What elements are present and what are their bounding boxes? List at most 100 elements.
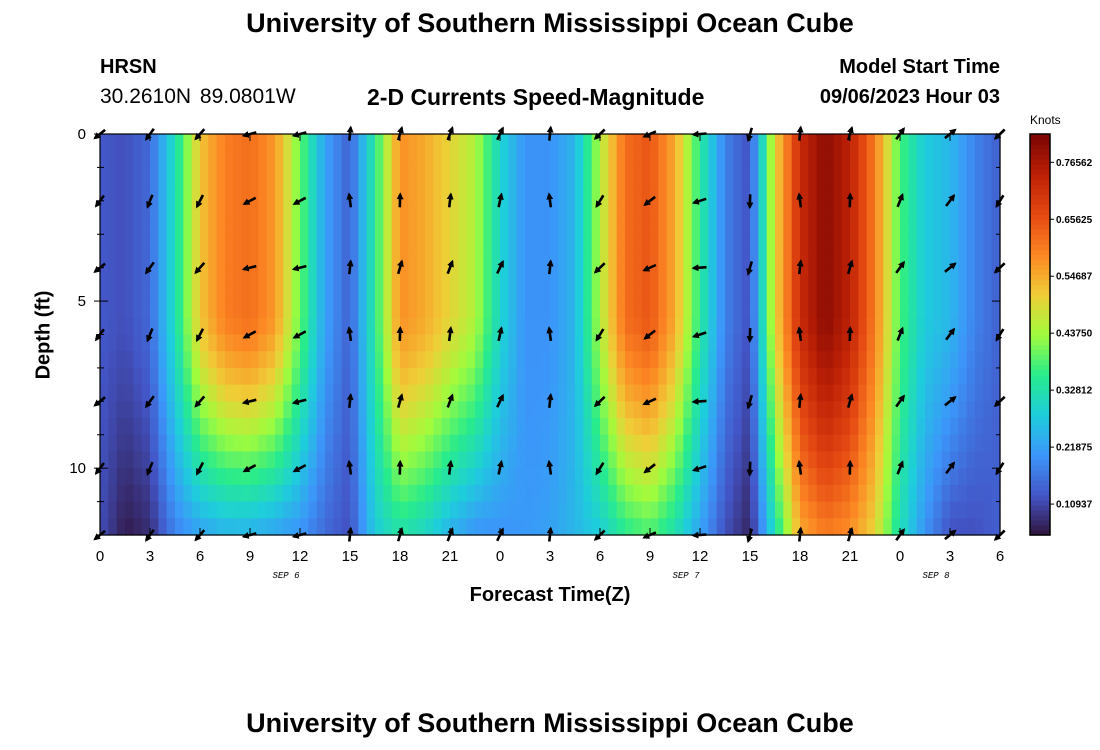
colorbar-segment — [1030, 519, 1050, 526]
heatmap-cell — [741, 418, 751, 436]
heatmap-cell — [758, 284, 768, 302]
heatmap-cell — [566, 384, 576, 402]
heatmap-cell — [591, 501, 601, 519]
heatmap-cell — [275, 284, 284, 302]
heatmap-cell — [633, 200, 643, 219]
heatmap-cell — [883, 468, 893, 486]
heatmap-cell — [941, 184, 951, 202]
heatmap-cell — [483, 250, 493, 269]
heatmap-cell — [966, 334, 976, 352]
heatmap-cell — [100, 150, 109, 169]
heatmap-cell — [650, 184, 659, 202]
heatmap-cell — [908, 518, 918, 536]
heatmap-cell — [366, 418, 376, 436]
heatmap-cell — [916, 301, 926, 319]
heatmap-cell — [208, 468, 218, 486]
colorbar-segment — [1030, 419, 1050, 426]
heatmap-cell — [175, 317, 184, 336]
heatmap-cell — [358, 284, 368, 302]
heatmap-cell — [191, 484, 201, 503]
heatmap-cell — [875, 200, 884, 219]
heatmap-cell — [566, 267, 576, 285]
heatmap-cell — [850, 384, 859, 402]
heatmap-cell — [875, 167, 884, 185]
heatmap-cell — [666, 317, 676, 336]
heatmap-cell — [300, 418, 309, 436]
heatmap-cell — [491, 167, 501, 185]
heatmap-cell — [175, 267, 184, 285]
heatmap-cell — [316, 184, 326, 202]
heatmap-cell — [458, 401, 468, 419]
heatmap-cell — [983, 134, 993, 152]
heatmap-cell — [433, 150, 443, 169]
heatmap-cell — [633, 384, 643, 402]
heatmap-cell — [841, 317, 851, 336]
heatmap-cell — [525, 184, 534, 202]
heatmap-cell — [175, 434, 184, 453]
colorbar-segment — [1030, 299, 1050, 306]
heatmap-cell — [391, 217, 401, 235]
heatmap-cell — [816, 401, 826, 419]
heatmap-cell — [408, 451, 418, 469]
heatmap-cell — [425, 351, 434, 369]
colorbar-segment — [1030, 259, 1050, 265]
heatmap-cell — [466, 434, 476, 453]
heatmap-cell — [625, 317, 634, 336]
heatmap-cell — [608, 367, 618, 386]
heatmap-cell — [216, 434, 226, 453]
heatmap-cell — [250, 384, 259, 402]
heatmap-cell — [450, 367, 459, 386]
heatmap-cell — [133, 468, 143, 486]
heatmap-cell — [700, 501, 709, 519]
heatmap-cell — [133, 234, 143, 252]
heatmap-cell — [150, 468, 159, 486]
heatmap-cell — [708, 250, 718, 269]
heatmap-cell — [408, 184, 418, 202]
heatmap-cell — [650, 351, 659, 369]
heatmap-cell — [116, 484, 126, 503]
colorbar-segment — [1030, 184, 1050, 190]
heatmap-cell — [475, 418, 484, 436]
heatmap-cell — [550, 367, 559, 386]
heatmap-cell — [383, 217, 393, 235]
heatmap-cell — [358, 234, 368, 252]
heatmap-cell — [116, 200, 126, 219]
heatmap-cell — [566, 418, 576, 436]
heatmap-cell — [983, 234, 993, 252]
heatmap-cell — [358, 367, 368, 386]
heatmap-cell — [908, 317, 918, 336]
heatmap-cell — [491, 518, 501, 536]
heatmap-cell — [641, 134, 651, 152]
heatmap-cell — [550, 134, 559, 152]
heatmap-cell — [125, 367, 134, 386]
heatmap-cell — [875, 384, 884, 402]
heatmap-cell — [225, 217, 234, 235]
heatmap-cell — [675, 284, 684, 302]
heatmap-cell — [325, 451, 334, 469]
heatmap-cell — [800, 301, 809, 319]
heatmap-cell — [958, 234, 968, 252]
heatmap-cell — [866, 351, 876, 369]
heatmap-cell — [750, 451, 759, 469]
heatmap-cell — [516, 234, 526, 252]
heatmap-cell — [991, 367, 1001, 386]
heatmap-cell — [908, 267, 918, 285]
heatmap-cell — [466, 301, 476, 319]
heatmap-cell — [533, 301, 543, 319]
heatmap-cell — [883, 184, 893, 202]
heatmap-cell — [908, 468, 918, 486]
heatmap-cell — [500, 267, 509, 285]
heatmap-cell — [341, 484, 351, 503]
heatmap-cell — [575, 200, 584, 219]
current-vector — [796, 259, 804, 275]
heatmap-cell — [825, 367, 834, 386]
heatmap-cell — [191, 234, 201, 252]
heatmap-cell — [700, 267, 709, 285]
heatmap-cell — [741, 184, 751, 202]
heatmap-cell — [208, 267, 218, 285]
heatmap-cell — [516, 351, 526, 369]
heatmap-cell — [258, 418, 268, 436]
heatmap-cell — [308, 284, 318, 302]
heatmap-cell — [741, 384, 751, 402]
heatmap-cell — [691, 317, 701, 336]
